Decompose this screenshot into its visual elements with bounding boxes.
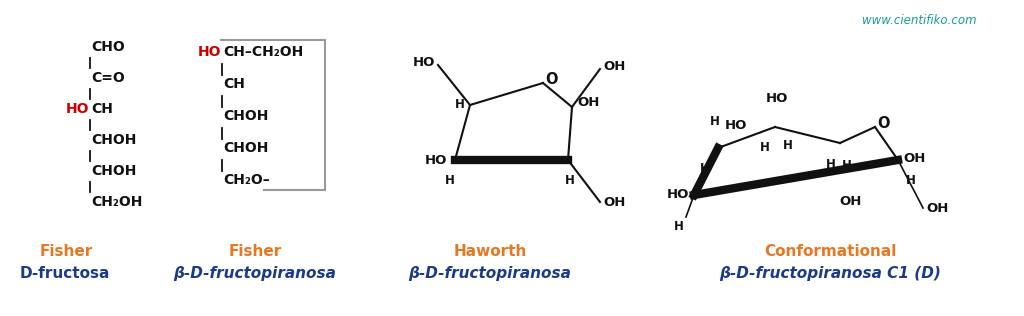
Text: CHOH: CHOH	[91, 164, 136, 178]
Text: CH: CH	[223, 77, 245, 91]
Text: HO: HO	[198, 45, 221, 59]
Text: H: H	[783, 139, 793, 152]
Text: H: H	[674, 220, 684, 233]
Text: H: H	[760, 141, 770, 154]
Text: HO: HO	[766, 92, 788, 105]
Text: H: H	[710, 115, 720, 128]
Text: β-D-fructopiranosa C1 (D): β-D-fructopiranosa C1 (D)	[719, 266, 941, 281]
Text: CH₂OH: CH₂OH	[91, 195, 142, 209]
Text: OH: OH	[603, 196, 626, 209]
Text: O: O	[877, 116, 890, 131]
Text: D-fructosa: D-fructosa	[20, 266, 111, 281]
Text: C=O: C=O	[91, 71, 125, 85]
Text: H: H	[565, 174, 574, 187]
Text: β-D-fructopiranosa: β-D-fructopiranosa	[409, 266, 571, 281]
Text: Conformational: Conformational	[764, 244, 896, 259]
Text: O: O	[545, 72, 557, 88]
Text: OH: OH	[577, 96, 599, 110]
Text: Fisher: Fisher	[228, 244, 282, 259]
Text: H: H	[842, 159, 852, 172]
Text: CHOH: CHOH	[223, 109, 268, 123]
Text: www.cientifiko.com: www.cientifiko.com	[862, 14, 977, 27]
Text: CHO: CHO	[91, 40, 125, 54]
Text: HO: HO	[725, 119, 748, 132]
Text: OH: OH	[926, 202, 948, 215]
Text: CH–CH₂OH: CH–CH₂OH	[223, 45, 303, 59]
Text: β-D-fructopiranosa: β-D-fructopiranosa	[173, 266, 337, 281]
Text: OH: OH	[840, 195, 862, 208]
Text: HO: HO	[413, 57, 435, 70]
Text: H: H	[445, 174, 455, 187]
Text: Haworth: Haworth	[454, 244, 526, 259]
Text: H: H	[700, 162, 710, 175]
Text: HO: HO	[667, 189, 689, 202]
Text: CHOH: CHOH	[223, 141, 268, 155]
Text: CHOH: CHOH	[91, 133, 136, 147]
Text: H: H	[455, 99, 465, 112]
Text: HO: HO	[66, 102, 89, 116]
Text: OH: OH	[603, 60, 626, 74]
Text: CH: CH	[91, 102, 113, 116]
Text: H: H	[826, 158, 836, 171]
Text: H: H	[906, 174, 915, 187]
Text: Fisher: Fisher	[40, 244, 93, 259]
Text: CH₂O–: CH₂O–	[223, 173, 269, 187]
Text: HO: HO	[425, 155, 447, 167]
Text: OH: OH	[903, 151, 926, 165]
